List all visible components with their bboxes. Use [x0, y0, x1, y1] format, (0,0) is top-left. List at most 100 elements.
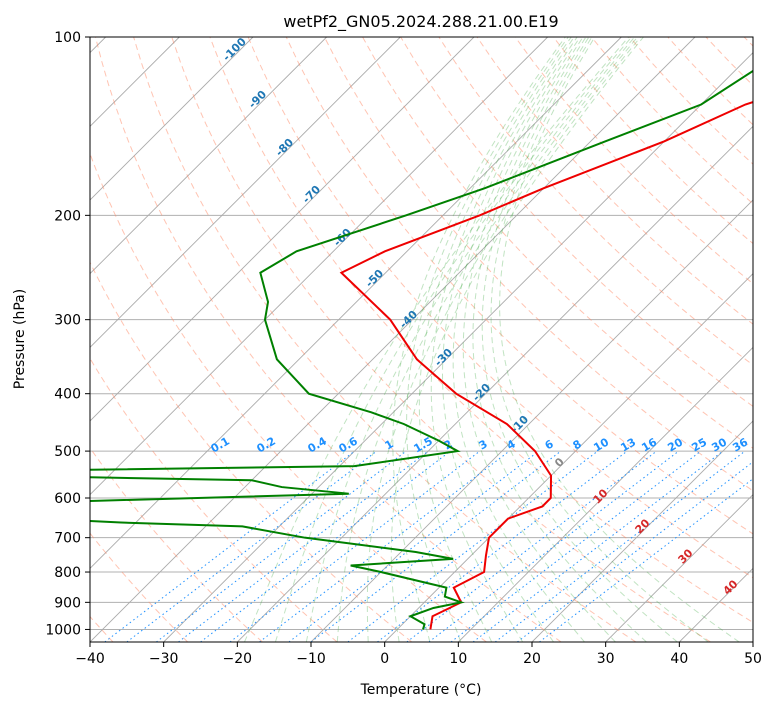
mixing-ratio-label: 3	[477, 437, 490, 452]
mixing-ratio-line	[450, 450, 702, 642]
mixing-ratio-line	[428, 450, 680, 642]
x-tick-label: −30	[149, 651, 179, 667]
moist-adiabat	[392, 37, 566, 642]
moist-adiabat	[490, 37, 709, 642]
y-tick-label: 600	[54, 491, 81, 507]
moist-adiabat-label: 40	[721, 577, 741, 597]
mixing-ratio-line	[288, 450, 540, 642]
y-tick-label: 400	[54, 387, 81, 403]
moist-adiabat	[366, 37, 641, 642]
isotherm-line	[752, 641, 753, 642]
moist-adiabat-label: 10	[591, 486, 611, 506]
dry-adiabat	[90, 446, 263, 642]
moist-adiabat	[462, 37, 616, 642]
x-tick-label: −10	[296, 651, 326, 667]
y-tick-label: 700	[54, 531, 81, 547]
isotherm-line	[163, 52, 753, 642]
mixing-ratio-line	[494, 450, 746, 642]
y-tick-label: 200	[54, 208, 81, 224]
mixing-ratio-line	[178, 450, 429, 642]
x-tick-label: 20	[523, 651, 541, 667]
mixing-ratio-label: 1	[383, 437, 396, 452]
x-tick-label: 10	[449, 651, 467, 667]
isotherm-line	[90, 37, 401, 348]
mixing-ratio-label: 0.1	[209, 434, 232, 455]
isotherm-line	[90, 37, 475, 422]
isotherm-label: -60	[331, 226, 354, 249]
dry-adiabat	[323, 37, 753, 492]
moist-adiabat	[481, 37, 678, 642]
isotherm-label: -20	[470, 381, 493, 404]
moist-adiabat	[274, 37, 633, 642]
isotherm-line	[90, 37, 622, 569]
dewpoint-trace	[90, 69, 753, 630]
dry-adiabat	[94, 37, 562, 642]
mixing-ratio-label: 0.4	[306, 434, 330, 455]
isotherm-line	[310, 199, 753, 642]
mixing-ratio-line	[539, 478, 753, 642]
isotherm-label: -50	[363, 267, 386, 290]
chart-title: wetPf2_GN05.2024.288.21.00.E19	[283, 12, 558, 32]
isotherm-label: -30	[432, 346, 455, 369]
isotherm-line	[90, 37, 254, 201]
moist-adiabat	[441, 37, 578, 642]
isotherm-line	[90, 37, 696, 642]
y-tick-label: 1000	[45, 622, 81, 638]
isotherm-line	[605, 494, 753, 642]
isotherm-label: -90	[246, 88, 269, 111]
mixing-ratio-line	[472, 450, 724, 642]
mixing-ratio-line	[516, 461, 753, 642]
dry-adiabat	[90, 532, 189, 642]
y-axis-label: Pressure (hPa)	[12, 289, 28, 389]
mixing-ratio-line	[310, 450, 562, 642]
moist-adiabat	[390, 37, 644, 642]
mixing-ratio-line	[229, 450, 481, 642]
y-tick-label: 800	[54, 565, 81, 581]
x-axis-label: Temperature (°C)	[360, 682, 482, 698]
mixing-ratio-line	[406, 450, 657, 642]
moist-adiabat	[472, 37, 647, 642]
mixing-ratio-label: 4	[505, 437, 518, 452]
mixing-ratio-line	[376, 450, 628, 642]
isotherm-line	[531, 420, 753, 642]
dry-adiabat	[90, 357, 338, 642]
x-tick-label: 40	[670, 651, 688, 667]
isotherm-label: -80	[273, 136, 296, 159]
y-tick-label: 100	[54, 30, 81, 46]
mixing-ratio-label: 6	[543, 437, 556, 452]
moist-adiabat	[452, 37, 585, 642]
moist-adiabat	[430, 37, 575, 642]
moist-adiabat-label: 20	[633, 516, 653, 536]
isotherm-line	[90, 37, 548, 496]
isotherm-line	[458, 346, 753, 642]
dry-adiabat	[133, 37, 637, 642]
isotherm-label: -100	[220, 35, 249, 64]
y-tick-label: 300	[54, 313, 81, 329]
plot-frame	[89, 36, 754, 643]
dry-adiabat	[705, 37, 753, 87]
dry-adiabat	[247, 37, 753, 579]
moist-adiabat	[305, 37, 635, 642]
mixing-ratio-line	[104, 450, 355, 642]
isotherm-label: -10	[508, 413, 531, 436]
mixing-ratio-line	[259, 450, 510, 642]
dry-adiabat	[90, 261, 413, 642]
moist-adiabat	[336, 37, 638, 642]
moist-adiabat	[499, 37, 740, 642]
mixing-ratio-line	[347, 450, 598, 642]
dry-adiabat	[476, 37, 753, 325]
temperature-trace	[339, 100, 753, 630]
isotherm-line	[90, 37, 327, 275]
y-tick-label: 900	[54, 595, 81, 611]
isotherm-label: -70	[300, 183, 323, 206]
x-tick-label: −20	[223, 651, 253, 667]
moist-adiabat	[406, 37, 569, 642]
mixing-ratio-line	[155, 450, 407, 642]
moist-adiabat	[243, 37, 630, 642]
mixing-ratio-line	[126, 450, 377, 642]
dry-adiabat	[285, 37, 753, 535]
plot-area: -100-90-80-70-60-50-40-30-20-10 0.1 0.2 0.…	[89, 35, 754, 643]
dry-adiabat	[743, 37, 753, 47]
x-tick-label: 0	[380, 651, 389, 667]
